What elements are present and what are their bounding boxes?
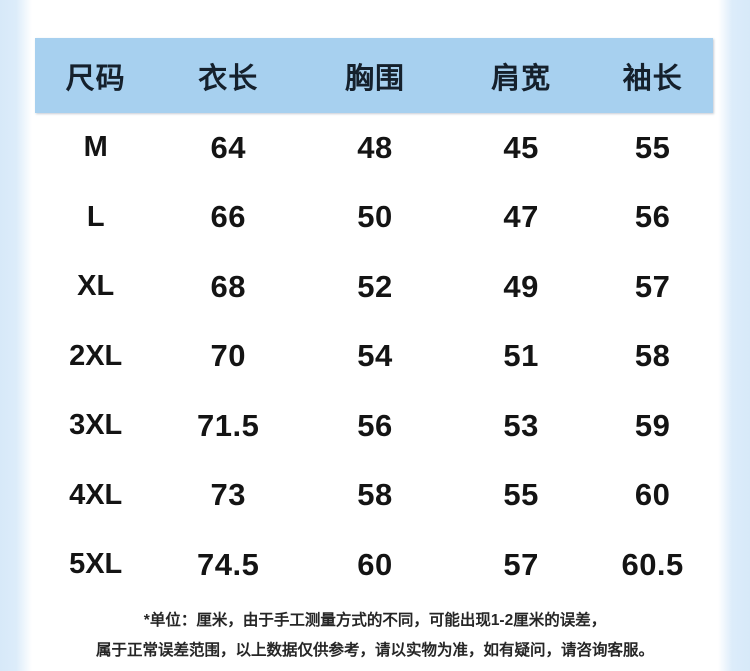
shoulder-cell: 47	[503, 199, 539, 235]
chest-cell: 58	[357, 477, 393, 513]
table-row: 4XL 73 58 55 60	[35, 461, 713, 531]
length-cell: 71.5	[197, 407, 260, 443]
chest-cell: 56	[357, 407, 393, 443]
length-cell: 70	[210, 338, 246, 374]
sleeve-cell: 55	[634, 129, 671, 165]
sleeve-cell: 57	[634, 268, 671, 304]
chest-cell: 52	[357, 268, 393, 304]
size-cell: XL	[77, 270, 115, 303]
table-row: 3XL 71.5 56 53 59	[35, 391, 713, 461]
header-cell-sleeve: 袖长	[622, 62, 683, 95]
shoulder-cell: 53	[503, 407, 539, 443]
disclaimer-line-2: 属于正常误差范围，以上数据仅供参考，请以实物为准，如有疑问，请咨询客服。	[95, 642, 654, 659]
chest-cell: 54	[357, 338, 393, 374]
measurement-disclaimer: *单位：厘米，由于手工测量方式的不同，可能出现1-2厘米的误差， 属于正常误差范…	[0, 606, 750, 666]
table-row: L 66 50 47 56	[35, 183, 713, 253]
table-header-row: 尺码 衣长 胸围 肩宽 袖长	[35, 38, 713, 113]
sleeve-cell: 59	[634, 407, 671, 443]
header-cell-shoulder: 肩宽	[491, 62, 552, 95]
left-edge-strip	[0, 0, 32, 671]
table-body: M 64 48 45 55 L 66 50 47 56 XL 68 52 49 …	[35, 113, 713, 600]
size-cell: 2XL	[69, 339, 123, 372]
table-row: M 64 48 45 55	[35, 113, 713, 183]
length-cell: 68	[210, 268, 246, 304]
table-row: 2XL 70 54 51 58	[35, 322, 713, 392]
size-cell: M	[83, 131, 108, 164]
size-cell: 3XL	[69, 409, 123, 442]
size-chart-table: 尺码 衣长 胸围 肩宽 袖长 M 64 48 45 55 L 66 50 47 …	[35, 38, 713, 600]
length-cell: 73	[210, 477, 246, 513]
size-cell: L	[86, 200, 105, 233]
chest-cell: 48	[357, 129, 393, 165]
shoulder-cell: 49	[503, 268, 539, 304]
shoulder-cell: 55	[503, 477, 539, 513]
shoulder-cell: 45	[503, 129, 539, 165]
table-row: 5XL 74.5 60 57 60.5	[35, 530, 713, 600]
size-cell: 5XL	[69, 548, 123, 581]
disclaimer-line-1: *单位：厘米，由于手工测量方式的不同，可能出现1-2厘米的误差，	[143, 612, 607, 629]
header-cell-length: 衣长	[198, 62, 259, 95]
length-cell: 74.5	[197, 546, 260, 582]
header-cell-size: 尺码	[65, 62, 126, 95]
length-cell: 66	[210, 199, 246, 235]
sleeve-cell: 60.5	[621, 546, 684, 582]
right-edge-strip	[718, 0, 750, 671]
sleeve-cell: 58	[634, 338, 671, 374]
sleeve-cell: 60	[634, 477, 671, 513]
shoulder-cell: 57	[503, 546, 539, 582]
chest-cell: 50	[357, 199, 393, 235]
size-cell: 4XL	[69, 478, 123, 511]
chest-cell: 60	[357, 546, 393, 582]
header-cell-chest: 胸围	[345, 62, 406, 95]
table-row: XL 68 52 49 57	[35, 252, 713, 322]
length-cell: 64	[210, 129, 246, 165]
sleeve-cell: 56	[634, 199, 671, 235]
shoulder-cell: 51	[503, 338, 539, 374]
